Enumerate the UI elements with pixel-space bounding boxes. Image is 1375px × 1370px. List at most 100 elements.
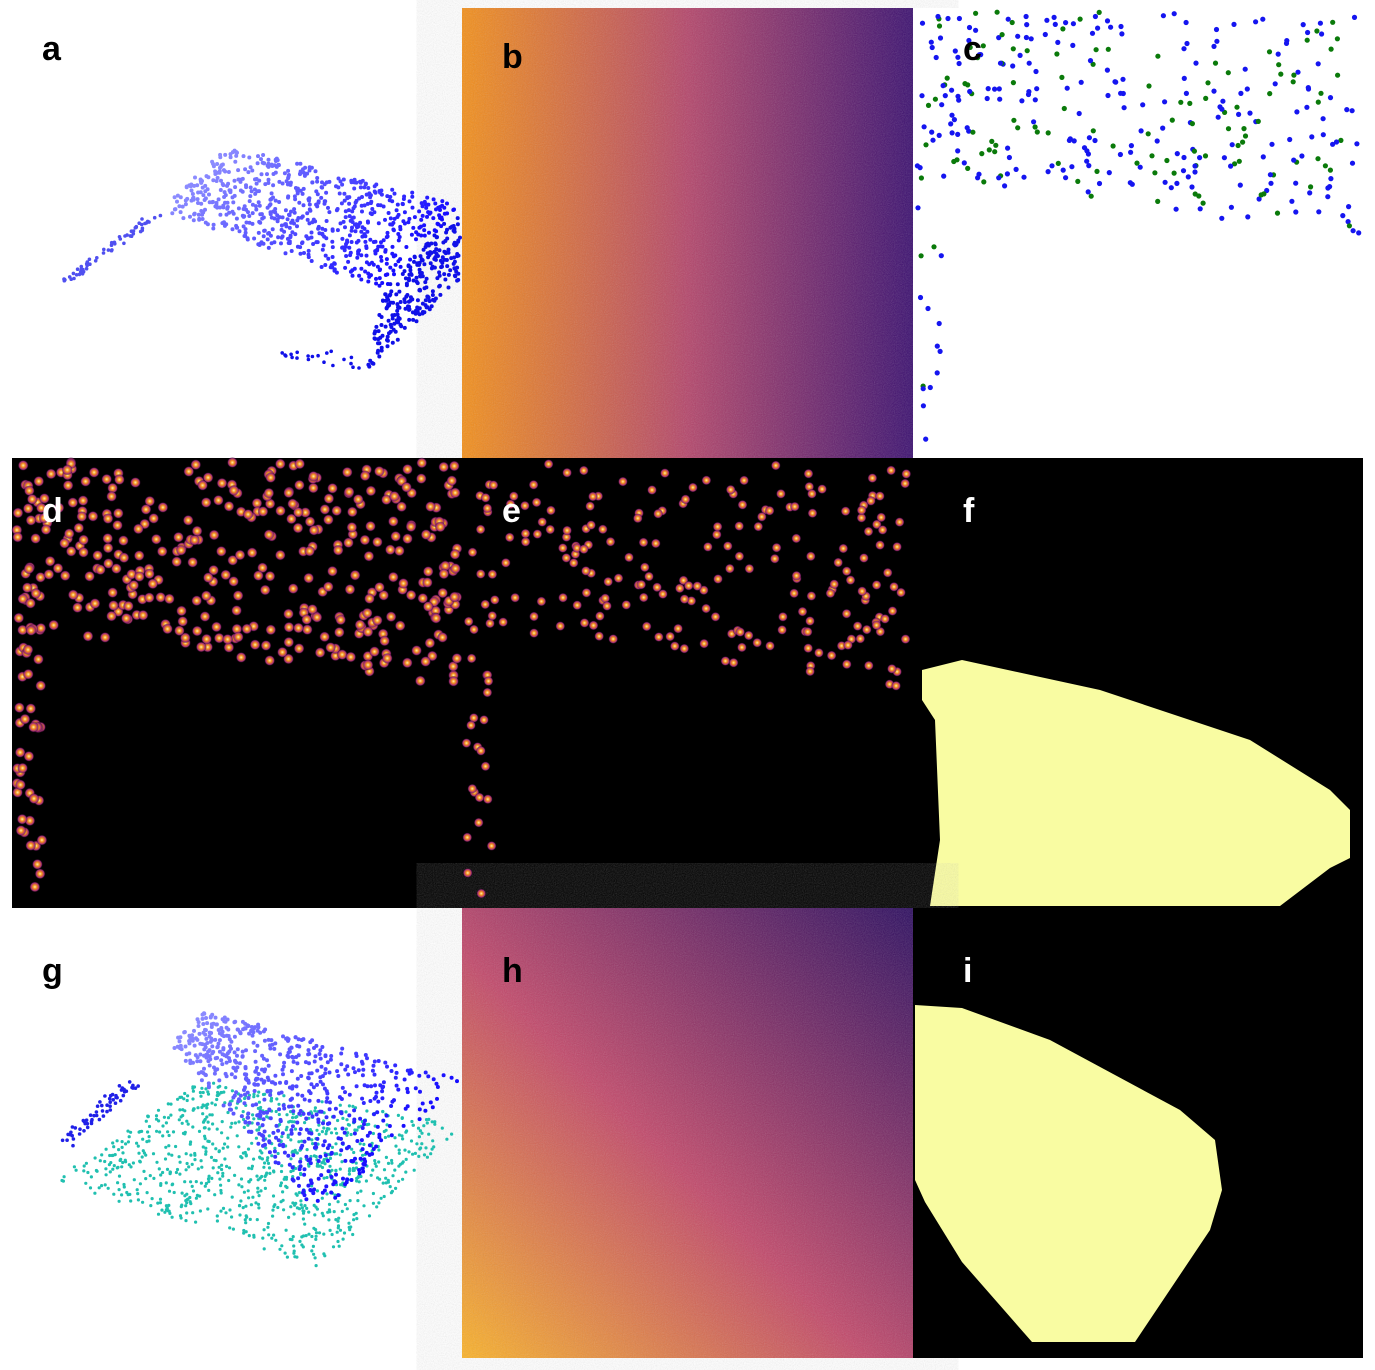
cloud-point bbox=[117, 1188, 121, 1192]
cloud-point bbox=[298, 1109, 303, 1113]
cloud-point bbox=[414, 237, 418, 242]
cloud-point bbox=[308, 1091, 313, 1096]
atom-spot bbox=[449, 563, 461, 574]
cloud-point bbox=[169, 1113, 173, 1117]
cloud-point bbox=[210, 1101, 214, 1105]
atom-spot bbox=[314, 647, 326, 659]
atom-point bbox=[949, 130, 955, 136]
cloud-point bbox=[108, 1104, 112, 1108]
cloud-point bbox=[367, 1152, 372, 1157]
cloud-point bbox=[308, 1188, 313, 1192]
cloud-point bbox=[277, 1112, 281, 1117]
cloud-point bbox=[411, 225, 416, 230]
cloud-point bbox=[159, 1173, 163, 1177]
atom-point bbox=[1200, 200, 1206, 206]
atom-spot bbox=[669, 641, 680, 652]
atom-point bbox=[1203, 95, 1209, 101]
cloud-point bbox=[368, 1130, 372, 1135]
cloud-point bbox=[329, 349, 334, 354]
atom-spot bbox=[89, 598, 101, 609]
cloud-point bbox=[445, 236, 450, 241]
atom-spot bbox=[12, 531, 24, 543]
cloud-point bbox=[136, 1144, 140, 1148]
atom-point bbox=[1334, 36, 1340, 42]
atom-spot bbox=[128, 579, 140, 591]
cloud-point bbox=[221, 1046, 226, 1051]
atom-point bbox=[1354, 141, 1360, 147]
cloud-point bbox=[218, 212, 223, 217]
cloud-point bbox=[221, 183, 226, 188]
cloud-point bbox=[246, 1023, 251, 1028]
atom-spot bbox=[346, 506, 358, 518]
cloud-point bbox=[220, 1120, 224, 1124]
atom-point bbox=[1344, 107, 1350, 113]
atom-spot bbox=[107, 587, 119, 599]
cloud-point bbox=[300, 1235, 304, 1239]
atom-spot bbox=[21, 582, 33, 594]
atom-spot bbox=[102, 558, 114, 569]
cloud-point bbox=[261, 1134, 266, 1139]
cloud-point bbox=[315, 1198, 320, 1203]
cloud-point bbox=[340, 1209, 344, 1213]
cloud-point bbox=[327, 1218, 331, 1222]
atom-point bbox=[929, 129, 935, 135]
atom-point bbox=[1340, 213, 1346, 219]
cloud-point bbox=[340, 236, 345, 241]
cloud-point bbox=[347, 233, 352, 238]
cloud-point bbox=[322, 1176, 326, 1180]
cloud-point bbox=[259, 1077, 264, 1082]
cloud-point bbox=[233, 1019, 238, 1024]
cloud-point bbox=[70, 1125, 75, 1129]
cloud-point bbox=[382, 1129, 386, 1134]
atom-spot bbox=[35, 622, 47, 634]
atom-point bbox=[1174, 180, 1180, 186]
atom-spot bbox=[137, 609, 149, 621]
cloud-point bbox=[290, 1124, 295, 1129]
atom-point bbox=[1346, 223, 1352, 229]
atom-point bbox=[1034, 129, 1040, 135]
atom-spot bbox=[797, 606, 808, 617]
cloud-point bbox=[78, 1127, 82, 1131]
cloud-point bbox=[127, 1163, 131, 1167]
cloud-point bbox=[419, 257, 424, 262]
cloud-point bbox=[289, 1128, 294, 1133]
atom-spot bbox=[679, 594, 690, 605]
cloud-point bbox=[123, 234, 127, 238]
cloud-point bbox=[363, 1053, 368, 1057]
cloud-point bbox=[426, 255, 431, 260]
atom-point bbox=[1345, 219, 1351, 225]
cloud-point bbox=[422, 1124, 426, 1128]
cloud-point bbox=[178, 1043, 183, 1048]
cloud-point bbox=[358, 1116, 363, 1121]
cloud-point bbox=[292, 210, 297, 215]
cloud-point bbox=[360, 209, 364, 214]
cloud-point bbox=[347, 1113, 352, 1118]
atom-spot bbox=[430, 612, 442, 624]
cloud-point bbox=[359, 229, 364, 234]
cloud-point bbox=[415, 1142, 419, 1146]
cloud-point bbox=[271, 1214, 275, 1218]
cloud-point bbox=[84, 262, 89, 266]
cloud-point bbox=[366, 271, 371, 276]
atom-spot bbox=[94, 564, 106, 576]
atom-spot bbox=[287, 583, 299, 595]
cloud-point bbox=[314, 1205, 318, 1209]
cloud-point bbox=[314, 189, 319, 194]
cloud-point bbox=[306, 255, 311, 260]
atom-spot bbox=[415, 473, 427, 485]
cloud-point bbox=[117, 1148, 121, 1152]
cloud-point bbox=[241, 1027, 246, 1032]
cloud-point bbox=[389, 325, 394, 329]
atom-spot bbox=[226, 457, 238, 468]
cloud-point bbox=[178, 1172, 182, 1176]
cloud-point bbox=[416, 232, 421, 237]
cloud-point bbox=[304, 1197, 309, 1202]
atom-point bbox=[1237, 182, 1243, 188]
cloud-point bbox=[388, 329, 393, 334]
atom-spot bbox=[475, 569, 486, 579]
atom-point bbox=[1193, 60, 1199, 66]
cloud-point bbox=[313, 169, 318, 174]
cloud-point bbox=[204, 1150, 208, 1154]
cloud-point bbox=[246, 170, 251, 175]
cloud-point bbox=[375, 1124, 380, 1129]
